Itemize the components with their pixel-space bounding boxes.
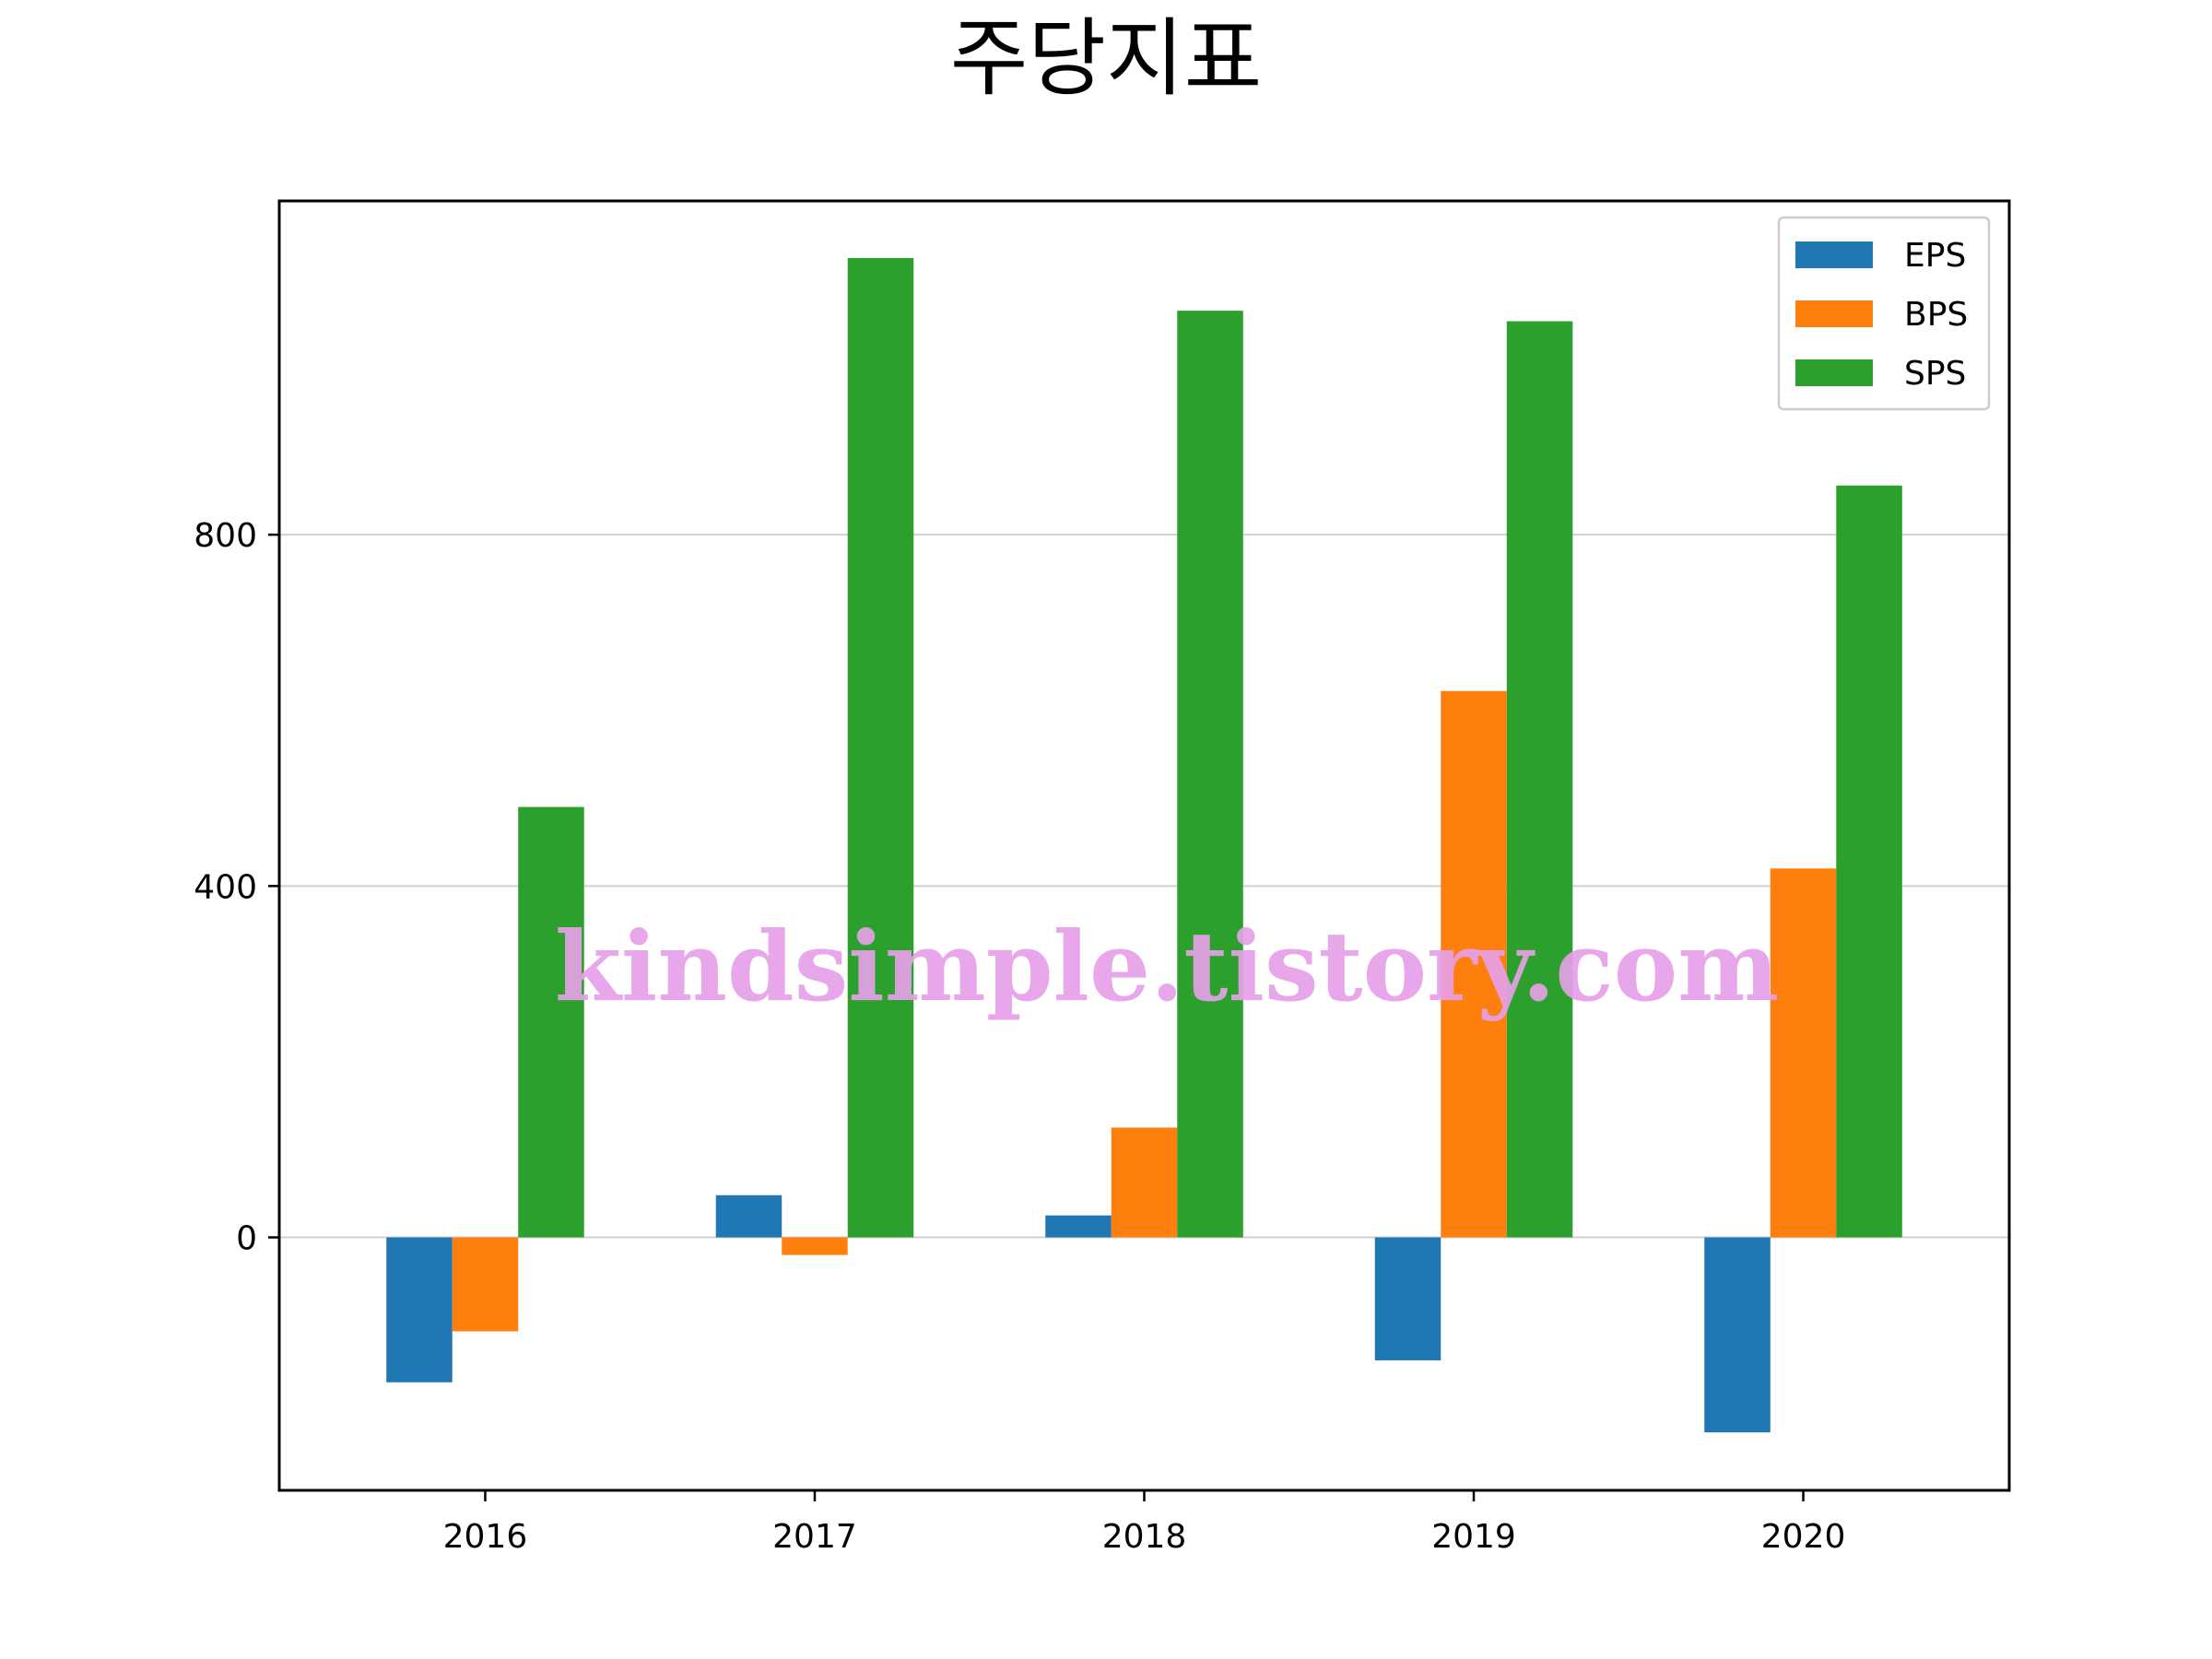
x-tick-label: 2020 — [1761, 1518, 1846, 1556]
bar-sps-2016 — [518, 806, 584, 1238]
bar-eps-2019 — [1374, 1237, 1441, 1360]
legend-swatch-bps — [1795, 300, 1873, 327]
bar-bps-2017 — [782, 1237, 848, 1255]
bar-sps-2018 — [1177, 311, 1243, 1238]
legend-swatch-sps — [1795, 359, 1873, 386]
bar-sps-2019 — [1506, 321, 1573, 1238]
bar-eps-2020 — [1704, 1237, 1771, 1433]
bar-bps-2019 — [1441, 690, 1507, 1238]
chart-title: 주당지표 — [950, 9, 1263, 108]
x-tick-label: 2016 — [443, 1518, 528, 1556]
y-axis: 0 400 800 — [194, 517, 279, 1258]
legend-label-sps: SPS — [1904, 355, 1966, 393]
y-tick-label: 0 — [236, 1220, 257, 1258]
bar-eps-2016 — [386, 1237, 453, 1382]
watermark-text: kindsimple.tistory.com — [555, 910, 1779, 1023]
x-tick-label: 2018 — [1102, 1518, 1187, 1556]
bar-eps-2018 — [1045, 1215, 1112, 1238]
legend-label-eps: EPS — [1904, 237, 1966, 275]
bar-bps-2016 — [452, 1237, 519, 1332]
y-tick-label: 400 — [194, 868, 257, 906]
x-tick-label: 2017 — [772, 1518, 857, 1556]
legend-items: EPS BPS SPS — [1795, 237, 1968, 393]
bar-eps-2017 — [715, 1194, 782, 1238]
bar-sps-2020 — [1836, 485, 1902, 1238]
x-axis: 2016 2017 2018 2019 2020 — [443, 1490, 1846, 1556]
bar-bps-2018 — [1111, 1127, 1178, 1238]
x-tick-label: 2019 — [1431, 1518, 1516, 1556]
legend-swatch-eps — [1795, 241, 1873, 268]
y-tick-label: 800 — [194, 517, 257, 555]
legend: EPS BPS SPS — [1777, 216, 1991, 411]
bar-sps-2017 — [847, 257, 914, 1238]
bar-bps-2020 — [1770, 868, 1837, 1238]
bars — [386, 257, 1902, 1433]
legend-label-bps: BPS — [1904, 296, 1968, 334]
